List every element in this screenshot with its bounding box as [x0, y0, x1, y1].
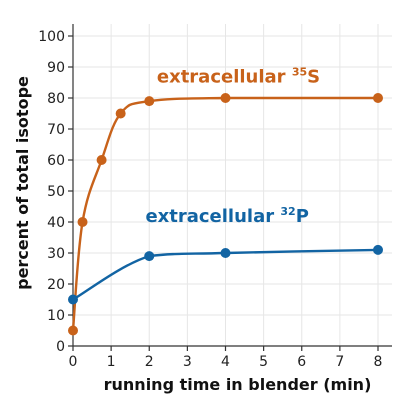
- isotope-symbol: S: [307, 67, 320, 88]
- y-tick-label: 100: [38, 29, 65, 45]
- series-label-32P: extracellular 32P: [145, 205, 308, 227]
- series-label-name: extracellular: [157, 67, 292, 88]
- x-tick-label: 4: [221, 354, 230, 370]
- y-tick-label: 0: [56, 339, 65, 355]
- y-tick-label: 70: [47, 122, 65, 138]
- data-point-32P: [68, 294, 78, 305]
- y-tick-label: 30: [47, 246, 65, 262]
- y-tick-label: 20: [47, 277, 65, 293]
- series-line-32P: [72, 248, 379, 301]
- data-point-35S: [68, 325, 78, 336]
- x-axis-title: running time in blender (min): [104, 375, 372, 394]
- data-point-35S: [373, 93, 383, 103]
- isotope-symbol: P: [296, 206, 309, 227]
- x-tick-label: 5: [259, 354, 268, 370]
- axes: 0 10 20 30 40 50 60 70 80 90 100 0 1 2 3 4 5 6 7 8: [38, 24, 392, 370]
- data-point-32P: [373, 244, 383, 255]
- series-label-35S: extracellular 35S: [157, 66, 320, 88]
- data-point-35S: [144, 96, 155, 107]
- y-axis-title: percent of total isotope: [13, 76, 32, 290]
- series-group: [68, 93, 383, 336]
- data-point-35S: [77, 217, 88, 227]
- x-tick-label: 3: [183, 354, 192, 370]
- y-tick-label: 40: [47, 215, 65, 231]
- isotope-mass: 35: [292, 66, 307, 79]
- series-label-name: extracellular: [145, 206, 280, 227]
- x-tick-label: 7: [335, 354, 344, 370]
- data-point-35S: [115, 108, 126, 119]
- data-point-32P: [220, 248, 231, 258]
- data-point-32P: [144, 251, 155, 262]
- x-tick-label: 0: [69, 354, 78, 370]
- data-point-35S: [96, 155, 107, 165]
- isotope-mass: 32: [280, 205, 295, 218]
- y-tick-label: 80: [47, 91, 65, 107]
- data-point-35S: [220, 93, 231, 103]
- x-tick-label: 8: [374, 354, 383, 370]
- x-tick-label: 1: [107, 354, 116, 370]
- y-tick-label: 90: [47, 60, 65, 76]
- y-tick-label: 10: [47, 308, 65, 324]
- y-tick-label: 50: [47, 184, 65, 200]
- x-tick-label: 6: [297, 354, 306, 370]
- x-tick-label: 2: [145, 354, 154, 370]
- y-tick-label: 60: [47, 153, 65, 169]
